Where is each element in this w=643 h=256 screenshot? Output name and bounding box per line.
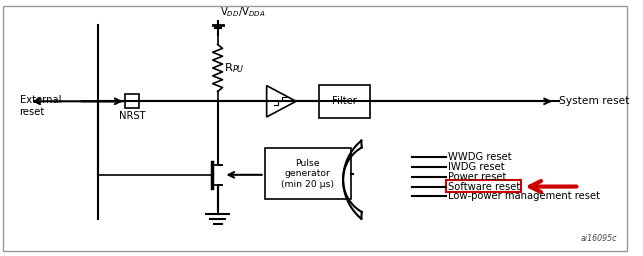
Bar [446, 180, 521, 193]
Bar [265, 148, 351, 199]
Text: V$_{DD}$/V$_{DDA}$: V$_{DD}$/V$_{DDA}$ [219, 5, 265, 19]
Text: Software reset: Software reset [448, 182, 520, 191]
Text: Low-power management reset: Low-power management reset [448, 191, 600, 201]
Text: WWDG reset: WWDG reset [448, 152, 512, 162]
Text: External
reset: External reset [19, 95, 61, 117]
Bar [318, 85, 370, 118]
Text: Pulse
generator
(min 20 μs): Pulse generator (min 20 μs) [281, 159, 334, 189]
Text: IWDG reset: IWDG reset [448, 162, 505, 172]
Text: ai16095c: ai16095c [581, 234, 617, 243]
Text: System reset: System reset [559, 96, 629, 106]
Text: Filter: Filter [332, 96, 356, 106]
Text: Power reset: Power reset [448, 172, 506, 182]
Text: NRST: NRST [119, 111, 146, 121]
Bar [125, 94, 139, 108]
Text: R$_{PU}$: R$_{PU}$ [224, 61, 244, 75]
